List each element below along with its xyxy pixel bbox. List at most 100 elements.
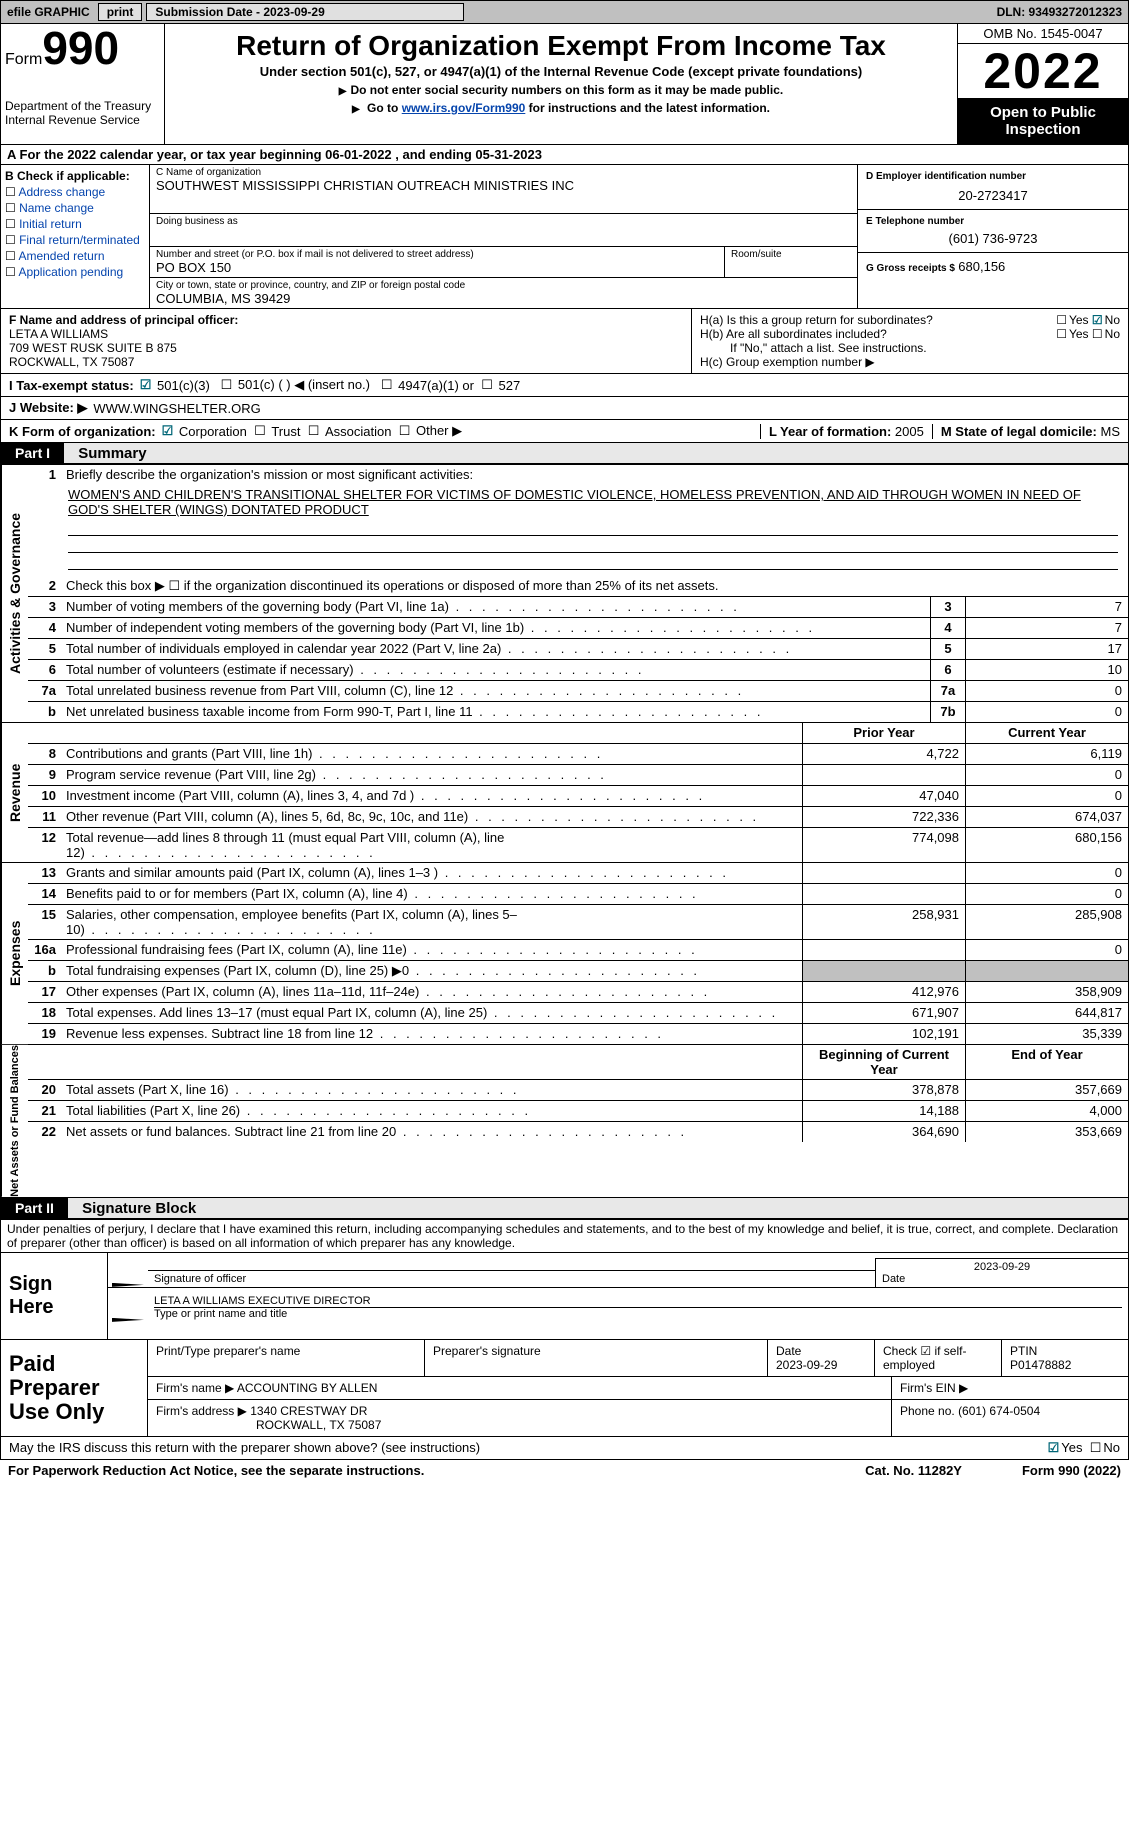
prep-row2: Firm's name ▶ ACCOUNTING BY ALLEN Firm's… bbox=[148, 1377, 1128, 1400]
principal-officer-box: F Name and address of principal officer:… bbox=[1, 309, 691, 373]
form-header: Form990 Department of the Treasury Inter… bbox=[0, 24, 1129, 145]
summary-line: 18 Total expenses. Add lines 13–17 (must… bbox=[28, 1003, 1128, 1024]
summary-line: 13 Grants and similar amounts paid (Part… bbox=[28, 863, 1128, 884]
vlabel-expenses: Expenses bbox=[1, 863, 28, 1044]
officer-name: LETA A WILLIAMS bbox=[9, 327, 683, 341]
perjury-note: Under penalties of perjury, I declare th… bbox=[0, 1220, 1129, 1253]
firm-name-cell: Firm's name ▶ ACCOUNTING BY ALLEN bbox=[148, 1377, 891, 1399]
chk-527[interactable] bbox=[481, 377, 495, 393]
discuss-no[interactable] bbox=[1090, 1440, 1104, 1456]
discuss-yes[interactable] bbox=[1048, 1440, 1062, 1456]
summary-line: 15 Salaries, other compensation, employe… bbox=[28, 905, 1128, 940]
sign-here-block: Sign Here Signature of officer 2023-09-2… bbox=[0, 1253, 1129, 1340]
hb-label: H(b) Are all subordinates included? bbox=[700, 327, 887, 341]
chk-name-change[interactable]: Name change bbox=[5, 201, 145, 215]
f-label: F Name and address of principal officer: bbox=[9, 313, 683, 327]
summary-line: 8 Contributions and grants (Part VIII, l… bbox=[28, 744, 1128, 765]
street-value: PO BOX 150 bbox=[156, 260, 718, 275]
ha-label: H(a) Is this a group return for subordin… bbox=[700, 313, 933, 327]
chk-4947[interactable] bbox=[381, 377, 395, 393]
ha-yes[interactable] bbox=[1056, 313, 1069, 327]
hb-note: If "No," attach a list. See instructions… bbox=[700, 341, 1120, 355]
period-label: A bbox=[7, 147, 20, 162]
cat-no: Cat. No. 11282Y bbox=[865, 1463, 962, 1478]
line1-num: 1 bbox=[28, 465, 62, 485]
open-to-public: Open to Public Inspection bbox=[958, 98, 1128, 144]
row-a-period: A For the 2022 calendar year, or tax yea… bbox=[0, 145, 1129, 165]
prep-selfemp[interactable]: Check ☑ if self-employed bbox=[874, 1340, 1001, 1376]
col-b-checkboxes: B Check if applicable: Address change Na… bbox=[1, 165, 150, 308]
dba-label: Doing business as bbox=[156, 216, 851, 227]
ha-no[interactable] bbox=[1092, 313, 1105, 327]
form-title: Return of Organization Exempt From Incom… bbox=[171, 30, 951, 62]
section-bcdeg: B Check if applicable: Address change Na… bbox=[0, 165, 1129, 309]
line1-desc: Briefly describe the organization's miss… bbox=[62, 465, 1128, 485]
print-button[interactable]: print bbox=[98, 3, 143, 21]
part-i-num: Part I bbox=[1, 443, 64, 463]
summary-line: 4 Number of independent voting members o… bbox=[28, 618, 1128, 639]
room-label: Room/suite bbox=[731, 249, 851, 260]
summary-line: 17 Other expenses (Part IX, column (A), … bbox=[28, 982, 1128, 1003]
hb-no[interactable] bbox=[1092, 327, 1105, 341]
row-j-website: J Website: ▶ WWW.WINGSHELTER.ORG bbox=[0, 397, 1129, 420]
org-name-box: C Name of organization SOUTHWEST MISSISS… bbox=[150, 165, 857, 214]
col-begin: Beginning of Current Year bbox=[802, 1045, 965, 1079]
mission-line3 bbox=[68, 536, 1118, 553]
name-arrow-icon bbox=[112, 1318, 144, 1322]
part-ii-name: Signature Block bbox=[72, 1198, 206, 1219]
irs-label: Internal Revenue Service bbox=[5, 113, 160, 127]
row-i-tax-status: I Tax-exempt status: 501(c)(3) 501(c) ( … bbox=[0, 374, 1129, 397]
chk-address-change[interactable]: Address change bbox=[5, 185, 145, 199]
phone-label: E Telephone number bbox=[866, 216, 1120, 227]
street-row: Number and street (or P.O. box if mail i… bbox=[150, 247, 857, 278]
paid-preparer-label: Paid Preparer Use Only bbox=[1, 1340, 148, 1437]
vlabel-net: Net Assets or Fund Balances bbox=[1, 1045, 28, 1197]
chk-501c3[interactable] bbox=[140, 377, 154, 393]
chk-final-return[interactable]: Final return/terminated bbox=[5, 233, 145, 247]
mission-line2 bbox=[68, 519, 1118, 536]
discuss-label: May the IRS discuss this return with the… bbox=[9, 1440, 480, 1456]
chk-501c[interactable] bbox=[221, 377, 235, 393]
top-toolbar: efile GRAPHIC print Submission Date - 20… bbox=[0, 0, 1129, 24]
chk-initial-return[interactable]: Initial return bbox=[5, 217, 145, 231]
chk-app-pending[interactable]: Application pending bbox=[5, 265, 145, 279]
sig-date-val: 2023-09-29 bbox=[882, 1261, 1122, 1273]
sig-officer-label: Signature of officer bbox=[148, 1270, 875, 1287]
i-label: I Tax-exempt status: bbox=[9, 378, 134, 393]
hb-yes[interactable] bbox=[1056, 327, 1069, 341]
city-box: City or town, state or province, country… bbox=[150, 278, 857, 308]
chk-corp[interactable] bbox=[162, 423, 176, 439]
org-name-label: C Name of organization bbox=[156, 167, 851, 178]
part-i-wrap: Part I Summary bbox=[0, 443, 1129, 465]
form-footer: Form 990 (2022) bbox=[1022, 1463, 1121, 1478]
ha-row: H(a) Is this a group return for subordin… bbox=[700, 313, 1120, 327]
chk-other[interactable] bbox=[399, 423, 413, 439]
sig-date-cell: 2023-09-29 Date bbox=[875, 1258, 1128, 1287]
chk-amended[interactable]: Amended return bbox=[5, 249, 145, 263]
mission-text: WOMEN'S AND CHILDREN'S TRANSITIONAL SHEL… bbox=[28, 485, 1128, 519]
dln-label: DLN: 93493272012323 bbox=[991, 5, 1128, 19]
website-value: WWW.WINGSHELTER.ORG bbox=[93, 401, 260, 416]
b-header: B Check if applicable: bbox=[5, 169, 145, 183]
submission-date-button[interactable]: Submission Date - 2023-09-29 bbox=[146, 3, 464, 21]
gross-box: G Gross receipts $ 680,156 bbox=[858, 253, 1128, 280]
l-cell: L Year of formation: 2005 bbox=[760, 424, 924, 439]
chk-trust[interactable] bbox=[254, 423, 268, 439]
line2-desc: Check this box ▶ ☐ if the organization d… bbox=[62, 576, 1128, 596]
k-label: K Form of organization: bbox=[9, 424, 156, 439]
dept-treasury: Department of the Treasury bbox=[5, 99, 160, 113]
org-name: SOUTHWEST MISSISSIPPI CHRISTIAN OUTREACH… bbox=[156, 178, 851, 193]
part-ii-title: Part II Signature Block bbox=[1, 1198, 1128, 1219]
pra-notice: For Paperwork Reduction Act Notice, see … bbox=[8, 1463, 424, 1478]
omb-number: OMB No. 1545-0047 bbox=[958, 24, 1128, 44]
sig-arrow-icon bbox=[112, 1283, 144, 1287]
chk-assoc[interactable] bbox=[308, 423, 322, 439]
name-label: Type or print name and title bbox=[154, 1308, 1122, 1320]
irs-link[interactable]: www.irs.gov/Form990 bbox=[402, 101, 526, 115]
summary-line: 19 Revenue less expenses. Subtract line … bbox=[28, 1024, 1128, 1044]
firm-ein-cell: Firm's EIN ▶ bbox=[891, 1377, 1128, 1399]
col-current: Current Year bbox=[965, 723, 1128, 743]
summary-line: 20 Total assets (Part X, line 16) 378,87… bbox=[28, 1080, 1128, 1101]
part-i-name: Summary bbox=[68, 443, 156, 464]
summary-line: 9 Program service revenue (Part VIII, li… bbox=[28, 765, 1128, 786]
